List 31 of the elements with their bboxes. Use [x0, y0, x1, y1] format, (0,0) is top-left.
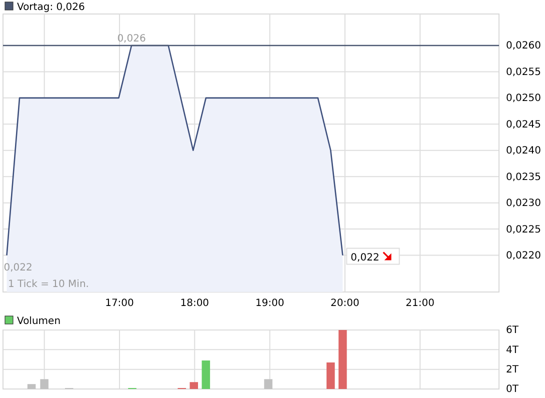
y-tick-label: 0T — [506, 384, 520, 396]
bar — [326, 362, 335, 389]
x-tick-label: 20:00 — [330, 298, 360, 309]
bar — [264, 379, 272, 389]
annotation: 0,022 — [350, 252, 380, 264]
y-tick-label: 0,0250 — [506, 93, 541, 104]
y-tick-label: 2T — [506, 364, 520, 376]
y-tick-label: 0,0225 — [506, 224, 541, 236]
y-tick-label: 0,0240 — [506, 146, 541, 157]
bar — [27, 384, 36, 389]
y-tick-label: 0,0255 — [506, 66, 541, 78]
y-tick-label: 0,0230 — [506, 198, 541, 210]
annotation: 1 Tick = 10 Min. — [8, 279, 89, 290]
x-tick-label: 18:00 — [180, 298, 210, 309]
x-tick-label: 19:00 — [255, 298, 284, 309]
y-tick-label: 0,0220 — [506, 250, 541, 262]
annotation: 0,022 — [4, 262, 32, 274]
y-tick-label: 0,0260 — [506, 40, 541, 52]
bar — [202, 360, 210, 389]
y-tick-label: 4T — [506, 344, 520, 356]
bar — [190, 382, 198, 389]
annotation: 0,026 — [117, 33, 146, 44]
legend-label: Volumen — [17, 316, 61, 327]
y-tick-label: 0,0235 — [506, 172, 541, 183]
y-tick-label: 0,0245 — [506, 119, 541, 130]
x-tick-label: 21:00 — [406, 298, 435, 309]
y-tick-label: 6T — [506, 325, 520, 336]
x-tick-label: 17:00 — [105, 298, 134, 309]
bar — [40, 379, 48, 389]
legend-label: Vortag: 0,026 — [17, 2, 85, 13]
bar — [338, 330, 347, 389]
